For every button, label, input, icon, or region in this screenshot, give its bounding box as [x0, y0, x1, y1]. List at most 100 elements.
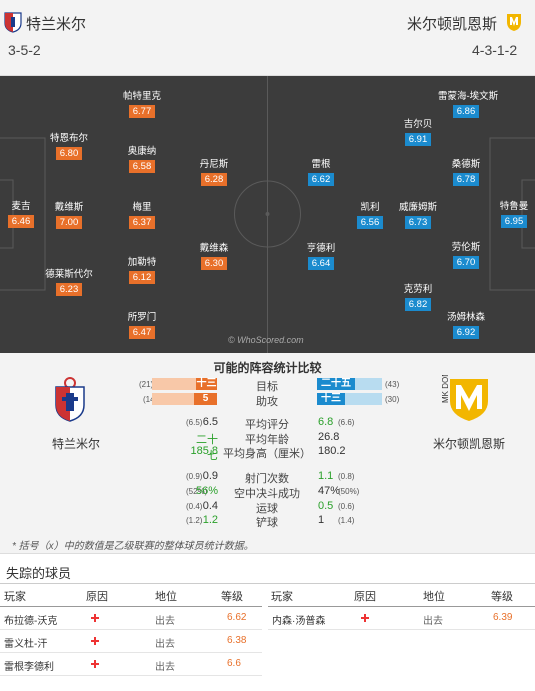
away-player[interactable]: 亨德利 6.64	[293, 243, 349, 270]
home-player[interactable]: 丹尼斯 6.28	[186, 159, 242, 186]
divider	[268, 606, 535, 607]
lineup-comparison: 可能的阵容统计比较 特兰米尔 MK DONS 米尔顿凯恩斯 (21) 十三 目标…	[0, 353, 535, 554]
home-team-name[interactable]: 特兰米尔	[26, 16, 87, 33]
stat-label: 平均身高（厘米）	[223, 448, 311, 460]
player-rating: 6.92	[452, 326, 480, 339]
player-name: 吉尔贝	[403, 119, 433, 130]
away-goals-league: (43)	[385, 380, 400, 389]
stat-label: 射门次数	[245, 473, 289, 485]
stat-home-league: (52%)	[186, 487, 208, 496]
player-rating: 6.56	[356, 216, 384, 229]
player-name: 特恩布尔	[49, 133, 88, 144]
player-rating: 6.86	[452, 105, 480, 118]
player-link[interactable]: 雷根李德利	[4, 662, 54, 673]
away-player[interactable]: 凯利 6.56	[342, 202, 398, 229]
comparison-title: 可能的阵容统计比较	[213, 361, 322, 375]
injury-cross-icon	[361, 614, 369, 622]
player-rating: 6.73	[404, 216, 432, 229]
away-player[interactable]: 吉尔贝 6.91	[390, 119, 446, 146]
player-rating: 7.00	[55, 216, 83, 229]
pitch: 麦吉 6.46 特恩布尔 6.80 戴维斯 7.00 德莱斯代尔 6.23 帕特…	[0, 76, 535, 353]
stat-label: 运球	[256, 503, 278, 515]
home-crest-large-icon	[55, 377, 85, 422]
player-link[interactable]: 雷义杜-汗	[4, 639, 48, 650]
home-player[interactable]: 帕特里克 6.77	[114, 91, 170, 118]
player-rating: 6.12	[128, 271, 156, 284]
stat-home-value: 二十七	[196, 434, 218, 462]
player-name: 亨德利	[306, 243, 336, 254]
stat-home-value: 185.8	[190, 445, 218, 457]
stat-away-league: (50%)	[338, 487, 360, 496]
away-team-label[interactable]: 米尔顿凯恩斯	[433, 437, 506, 451]
home-team-label[interactable]: 特兰米尔	[52, 437, 101, 451]
player-name: 丹尼斯	[199, 159, 229, 170]
home-assists-league: (14)	[143, 395, 158, 404]
player-name: 特鲁曼	[499, 201, 529, 212]
home-assists-value: 5	[194, 393, 217, 405]
stat-label: 平均评分	[245, 419, 289, 431]
player-name: 凯利	[360, 202, 380, 213]
injury-cross-icon	[91, 637, 99, 645]
missing-title: 失踪的球员	[6, 566, 72, 581]
away-player[interactable]: 劳伦斯 6.70	[438, 242, 494, 269]
home-player[interactable]: 奥康纳 6.58	[114, 146, 170, 173]
player-status: 出去	[155, 616, 175, 627]
home-goals-value: 十三	[196, 378, 217, 390]
row-divider	[0, 629, 262, 630]
stat-home-value: 6.5	[202, 416, 218, 428]
home-player[interactable]: 加勒特 6.12	[114, 257, 170, 284]
svg-text:MK DONS: MK DONS	[441, 375, 450, 403]
away-player[interactable]: 克劳利 6.82	[390, 284, 446, 311]
player-name: 加勒特	[127, 257, 157, 268]
player-rating: 6.70	[452, 256, 480, 269]
stat-label: 空中决斗成功	[234, 488, 300, 500]
player-grade: 6.6	[227, 658, 241, 669]
away-player[interactable]: 威廉姆斯 6.73	[390, 202, 446, 229]
away-player-gk[interactable]: 特鲁曼 6.95	[486, 201, 535, 228]
home-player[interactable]: 特恩布尔 6.80	[41, 133, 97, 160]
player-link[interactable]: 布拉德-沃克	[4, 616, 58, 627]
player-rating: 6.37	[128, 216, 156, 229]
away-assists-league: (30)	[385, 395, 400, 404]
away-team-name[interactable]: 米尔顿凯恩斯	[407, 16, 498, 33]
injury-cross-icon	[91, 660, 99, 668]
player-rating: 6.28	[200, 173, 228, 186]
player-link[interactable]: 内森·汤普森	[272, 616, 326, 627]
player-name: 麦吉	[11, 201, 31, 212]
away-goals-bar: 二十五	[317, 378, 382, 390]
player-name: 梅里	[132, 202, 152, 213]
player-name: 汤姆林森	[446, 312, 485, 323]
player-name: 奥康纳	[127, 146, 157, 157]
player-rating: 6.78	[452, 173, 480, 186]
away-formation: 4-3-1-2	[472, 42, 518, 58]
home-goals-league: (21)	[139, 380, 154, 389]
stat-home-value: 0.9	[202, 470, 218, 482]
home-player-gk[interactable]: 麦吉 6.46	[0, 201, 49, 228]
home-crest-icon	[4, 12, 22, 33]
player-rating: 6.80	[55, 147, 83, 160]
stat-label-assists: 助攻	[256, 396, 278, 408]
stat-label: 平均年龄	[245, 434, 289, 446]
col-player: 玩家	[4, 591, 26, 603]
away-player[interactable]: 桑德斯 6.78	[438, 159, 494, 186]
player-rating: 6.62	[307, 173, 335, 186]
away-player[interactable]: 雷根 6.62	[293, 159, 349, 186]
col-grade: 等级	[221, 591, 243, 603]
home-formation: 3-5-2	[8, 42, 41, 58]
player-rating: 6.77	[128, 105, 156, 118]
player-name: 帕特里克	[122, 91, 161, 102]
col-player-away: 玩家	[271, 591, 293, 603]
col-reason-away: 原因	[354, 591, 376, 603]
home-player[interactable]: 德莱斯代尔 6.23	[41, 269, 97, 296]
player-grade: 6.38	[227, 635, 247, 646]
player-rating: 6.30	[200, 257, 228, 270]
home-player[interactable]: 戴维斯 7.00	[41, 202, 97, 229]
home-assists-bar: 5	[152, 393, 217, 405]
player-status: 出去	[155, 662, 175, 673]
home-player[interactable]: 戴维森 6.30	[186, 243, 242, 270]
home-player[interactable]: 所罗门 6.47	[114, 312, 170, 339]
away-player[interactable]: 汤姆林森 6.92	[438, 312, 494, 339]
home-player[interactable]: 梅里 6.37	[114, 202, 170, 229]
away-player[interactable]: 雷蒙海-埃文斯 6.86	[438, 91, 498, 118]
player-name: 德莱斯代尔	[45, 269, 93, 280]
